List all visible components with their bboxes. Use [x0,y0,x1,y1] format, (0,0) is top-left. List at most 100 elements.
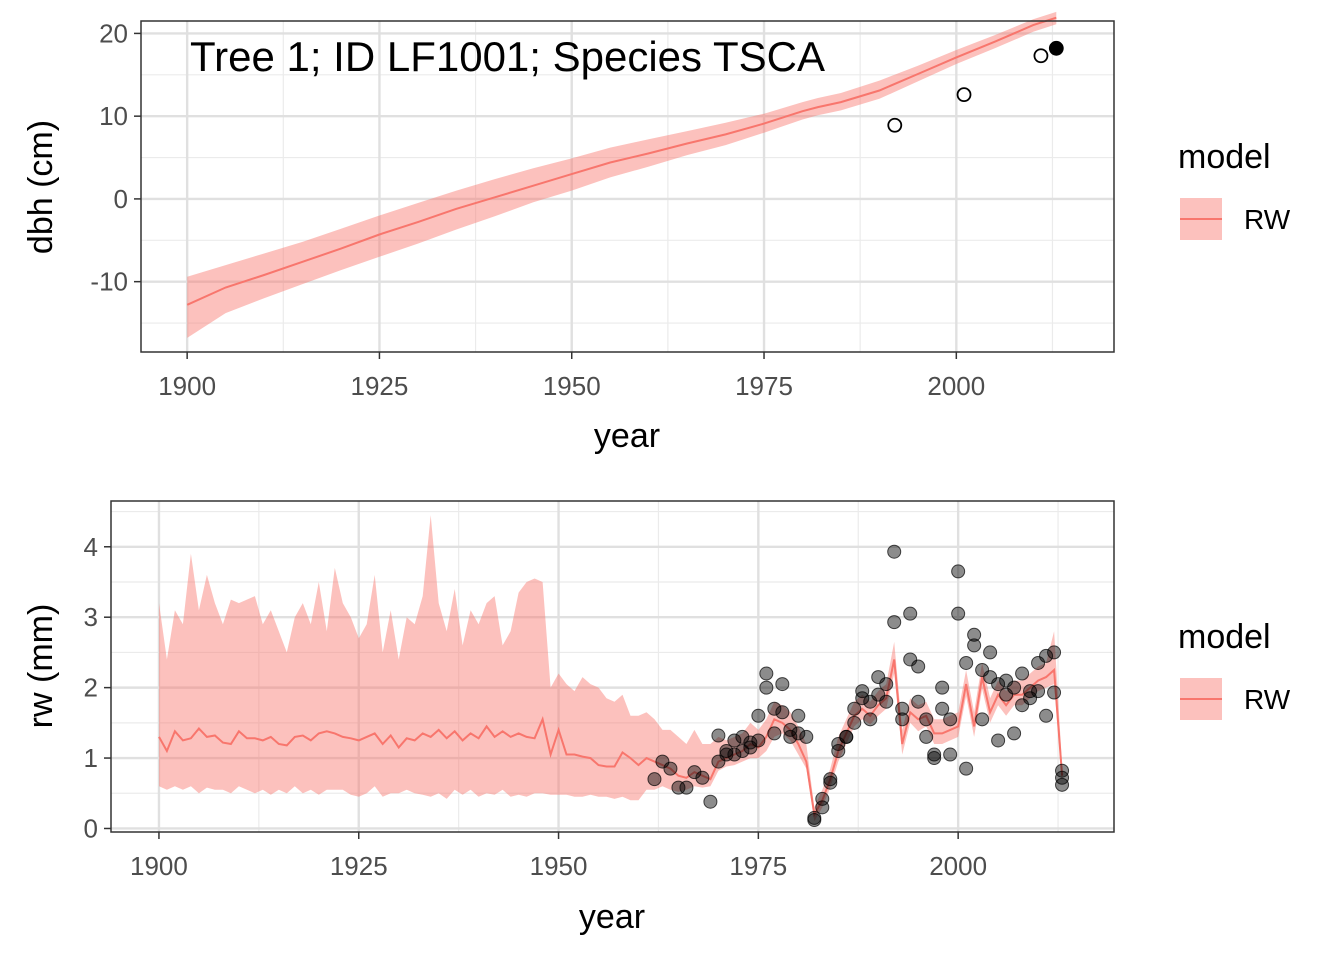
y-tick-label: 1 [84,743,98,773]
dbh-grid-minor [141,21,1114,352]
rw-observation-point [735,729,750,744]
rw-observation-point [847,701,862,716]
rw-observation-point [919,712,934,727]
rw-observation-point [831,744,846,759]
rw-observation-point [647,772,662,787]
x-tick-label: 1925 [351,371,409,401]
rw-observation-point [975,712,990,727]
rw-panel-border [110,500,1115,833]
rw-observation-point [695,770,710,785]
rw-observation-point [711,728,726,743]
rw-observation-point [1007,680,1022,695]
rw-observation-point [887,615,902,630]
rw-observation-point [991,733,1006,748]
rw-observation-point [727,747,742,762]
dbh-panel: 1900 1925 1950 1975 2000 -10 0 10 20 Tree 1; ID… [22,11,1291,455]
rw-confidence-band [159,515,1063,822]
rw-observation-point [1023,684,1038,699]
rw-y-ticks: 0 1 2 3 4 [84,532,111,843]
rw-observation-point [967,627,982,642]
dbh-observation-point [1033,48,1049,64]
y-tick-label: 0 [84,813,98,843]
dbh-observation-point [1048,40,1064,56]
x-tick-label: 1975 [729,851,787,881]
rw-observation-point [783,722,798,737]
rw-observation-point [719,744,734,759]
rw-observation-point [671,780,686,795]
rw-observation-point [887,544,902,559]
rw-observation-point [719,747,734,762]
y-tick-label: 20 [99,18,128,48]
rw-legend: model RW [1178,618,1291,720]
rw-observation-point [983,645,998,660]
y-tick-label: 10 [99,101,128,131]
rw-observations [647,544,1070,828]
rw-observation-point [895,701,910,716]
rw-observation-point [791,708,806,723]
rw-observation-point [751,708,766,723]
x-tick-label: 1975 [735,371,793,401]
rw-observation-point [1055,777,1070,792]
rw-observation-point [1007,726,1022,741]
rw-observation-point [727,733,742,748]
dbh-y-ticks: -10 0 10 20 [90,18,141,297]
rw-observation-point [799,729,814,744]
dbh-panel-border [140,20,1115,353]
dbh-legend: model RW [1178,138,1291,240]
rw-observation-point [823,775,838,790]
rw-legend-title: model [1178,618,1271,656]
rw-y-axis-title: rw (mm) [22,604,60,729]
rw-observation-point [895,712,910,727]
rw-observation-point [847,715,862,730]
rw-observation-point [767,701,782,716]
y-tick-label: 2 [84,673,98,703]
rw-observation-point [991,677,1006,692]
rw-observation-point [663,761,678,776]
rw-observation-point [967,638,982,653]
rw-observation-point [791,726,806,741]
rw-legend-label: RW [1244,684,1291,715]
dbh-legend-label: RW [1244,204,1291,235]
rw-observation-point [863,712,878,727]
rw-x-axis-title: year [579,898,645,936]
dbh-grid-major [141,21,1114,352]
y-tick-label: 0 [114,184,128,214]
rw-observation-point [1047,645,1062,660]
dbh-y-axis-title: dbh (cm) [22,120,60,254]
rw-observation-point [1055,770,1070,785]
rw-observation-point [911,659,926,674]
x-tick-label: 2000 [929,851,987,881]
rw-observation-point [943,747,958,762]
rw-observation-point [783,729,798,744]
x-tick-label: 1900 [130,851,188,881]
rw-observation-point [959,761,974,776]
dbh-legend-title: model [1178,138,1271,176]
rw-observation-point [807,813,822,828]
rw-observation-point [751,733,766,748]
rw-observation-point [759,666,774,681]
rw-observation-point [743,735,758,750]
dbh-x-ticks: 1900 1925 1950 1975 2000 [158,352,985,401]
rw-observation-point [935,701,950,716]
dbh-model-line [186,16,1057,306]
rw-observation-point [735,744,750,759]
rw-observation-point [927,751,942,766]
dbh-annotation: Tree 1; ID LF1001; Species TSCA [190,33,825,80]
rw-observation-point [855,691,870,706]
rw-observation-point [1047,685,1062,700]
rw-observation-point [951,606,966,621]
x-tick-label: 1900 [158,371,216,401]
rw-observation-point [1039,648,1054,663]
rw-observation-point [959,655,974,670]
rw-observation-point [879,677,894,692]
rw-observation-point [903,606,918,621]
rw-observation-point [951,564,966,579]
rw-observation-point [839,729,854,744]
rw-observation-point [879,694,894,709]
dbh-observations [887,40,1064,133]
rw-observation-point [679,780,694,795]
rw-grid-major [111,501,1114,832]
dbh-observation-point [956,87,972,103]
